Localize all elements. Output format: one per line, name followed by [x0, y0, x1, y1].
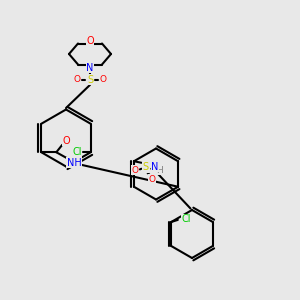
- Text: S: S: [143, 162, 149, 172]
- Text: N: N: [86, 62, 94, 73]
- Text: N: N: [151, 162, 159, 172]
- Text: O: O: [148, 175, 155, 184]
- Text: O: O: [86, 35, 94, 46]
- Text: S: S: [87, 74, 93, 85]
- Text: O: O: [132, 166, 139, 175]
- Text: NH: NH: [67, 158, 82, 168]
- Text: O: O: [100, 75, 107, 84]
- Text: H: H: [156, 166, 163, 175]
- Text: Cl: Cl: [72, 147, 82, 157]
- Text: Cl: Cl: [182, 214, 191, 224]
- Text: O: O: [73, 75, 80, 84]
- Text: O: O: [62, 136, 70, 146]
